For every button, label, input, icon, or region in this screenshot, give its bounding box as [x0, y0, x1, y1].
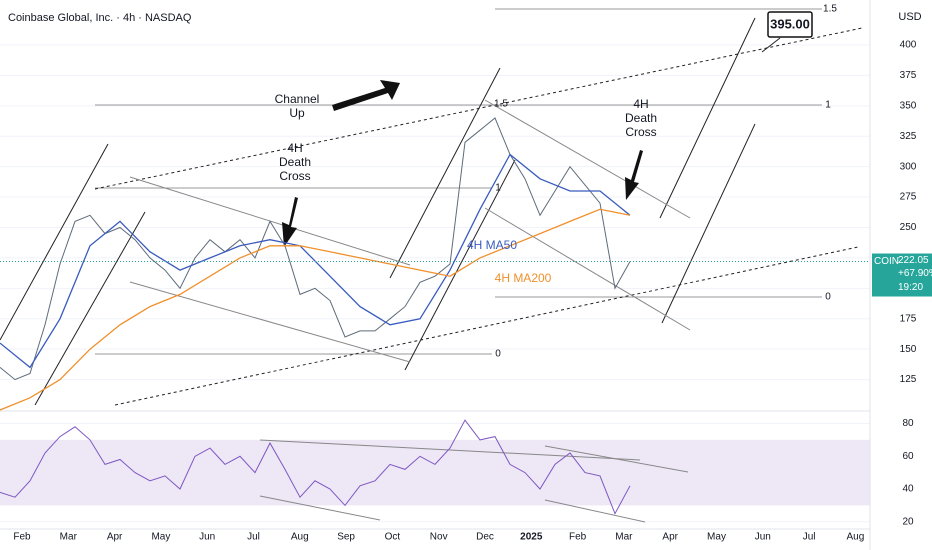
channel-down	[484, 99, 691, 219]
ma-line	[0, 153, 631, 369]
x-tick-label: May	[707, 532, 726, 543]
x-tick-label: Jun	[755, 532, 771, 543]
y-tick-label: 250	[900, 222, 917, 233]
fib-label: 0	[825, 292, 831, 303]
x-tick-label: Mar	[60, 532, 78, 543]
x-tick-label: Mar	[615, 532, 633, 543]
arrow	[282, 197, 298, 247]
annotation: Channel	[275, 92, 320, 106]
y-tick-label: 275	[900, 192, 917, 203]
annotation: 4H MA50	[467, 238, 517, 252]
annotation: 4H	[287, 141, 302, 155]
x-tick-label: Feb	[569, 532, 587, 543]
annotation: Cross	[279, 169, 310, 183]
trend-line	[661, 123, 756, 324]
trend-line	[389, 67, 501, 279]
annotation: 4H	[633, 97, 648, 111]
x-tick-label: Jul	[803, 532, 816, 543]
ticker-badge	[872, 253, 896, 269]
annotation: Cross	[625, 125, 656, 139]
x-tick-label: Apr	[662, 532, 678, 543]
y-tick-label: 350	[900, 100, 917, 111]
annotation: 4H MA200	[495, 271, 552, 285]
rsi-line	[0, 419, 631, 515]
fib-label: 1	[495, 183, 501, 194]
x-tick-label: Jun	[199, 532, 215, 543]
arrow	[332, 80, 400, 111]
fib-label: 1.5	[494, 99, 508, 110]
y-tick-label: 40	[902, 484, 914, 495]
rsi-band	[0, 439, 870, 506]
arrow	[625, 150, 643, 200]
y-tick-label: 400	[900, 40, 917, 51]
x-tick-label: Nov	[430, 532, 448, 543]
x-tick-label: Aug	[291, 532, 309, 543]
ticker: COIN	[874, 256, 899, 267]
last-price: 222.05	[898, 255, 929, 266]
rsi-trend	[259, 495, 381, 521]
y-tick-label: 175	[900, 313, 917, 324]
annotation: Death	[279, 155, 311, 169]
x-tick-label: Apr	[107, 532, 123, 543]
trend-line	[0, 143, 109, 341]
callout-line	[761, 37, 781, 53]
trend-line	[659, 17, 756, 219]
x-tick-label: Jul	[247, 532, 260, 543]
chart-title: Coinbase Global, Inc. · 4h · NASDAQ	[8, 12, 192, 24]
rsi-trend	[544, 499, 646, 523]
rsi-trend	[544, 445, 689, 473]
y-tick-label: 80	[902, 418, 914, 429]
x-tick-label: Aug	[847, 532, 865, 543]
currency: USD	[898, 11, 921, 23]
x-tick-label: Sep	[337, 532, 355, 543]
ma-line	[0, 208, 631, 411]
fib-label: 0	[495, 349, 501, 360]
x-tick-label: Dec	[476, 532, 494, 543]
fib-label: 1	[825, 100, 831, 111]
annotation: 395.00	[770, 16, 810, 31]
rsi-trend	[259, 439, 641, 461]
y-tick-label: 375	[900, 70, 917, 81]
change: +67.90%	[898, 268, 932, 279]
y-tick-label: 325	[900, 131, 917, 142]
channel-down	[484, 207, 691, 331]
x-tick-label: 2025	[520, 532, 543, 543]
trend-line	[404, 159, 516, 371]
channel-bottom	[114, 246, 859, 406]
annotation: Up	[289, 106, 305, 120]
x-tick-label: Oct	[385, 532, 401, 543]
x-tick-label: May	[151, 532, 170, 543]
y-tick-label: 20	[902, 516, 914, 527]
y-tick-label: 150	[900, 344, 917, 355]
callout-box	[767, 11, 813, 38]
fib-label: 1.5	[823, 4, 837, 15]
y-tick-label: 60	[902, 451, 914, 462]
y-tick-label: 125	[900, 374, 917, 385]
x-tick-label: Feb	[13, 532, 31, 543]
countdown: 19:20	[898, 282, 923, 293]
annotation: Death	[625, 111, 657, 125]
trend-line	[34, 211, 146, 406]
y-tick-label: 300	[900, 161, 917, 172]
